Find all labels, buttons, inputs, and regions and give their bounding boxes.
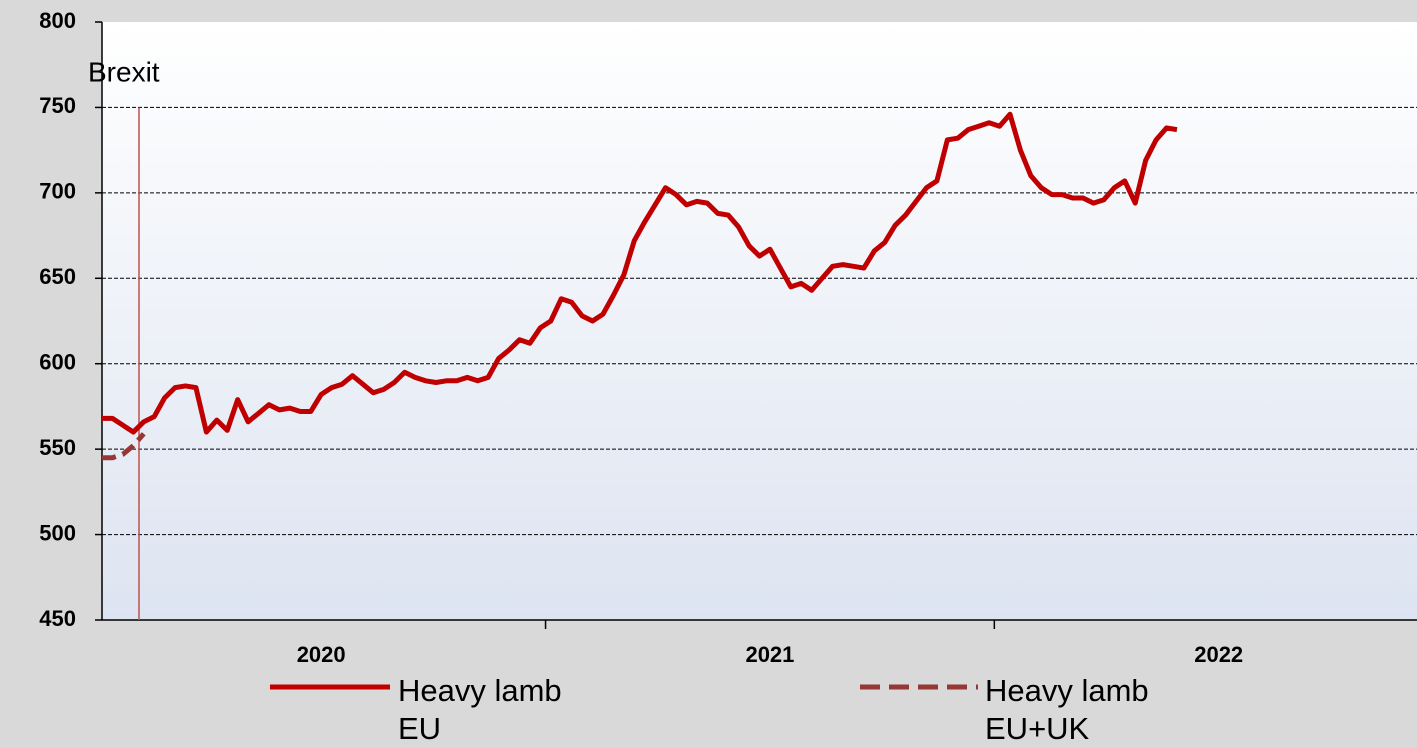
y-tick-label: 500 <box>39 520 76 545</box>
x-tick-label: 2022 <box>1194 642 1243 667</box>
x-tick-label: 2020 <box>297 642 346 667</box>
y-tick-label: 800 <box>39 8 76 33</box>
annotation: Brexit <box>88 56 160 87</box>
y-tick-label: 750 <box>39 93 76 118</box>
series-line <box>102 432 146 461</box>
legend-label: Heavy lamb EU+UK <box>985 673 1149 746</box>
y-tick-label: 600 <box>39 350 76 375</box>
y-tick-label: 550 <box>39 435 76 460</box>
y-tick-label: 450 <box>39 606 76 631</box>
y-tick-label: 650 <box>39 264 76 289</box>
series-line <box>102 111 1178 435</box>
plot-area <box>102 22 1417 620</box>
legend-label: Heavy lamb EU <box>398 673 562 746</box>
x-tick-label: 2021 <box>745 642 794 667</box>
y-tick-label: 700 <box>39 179 76 204</box>
